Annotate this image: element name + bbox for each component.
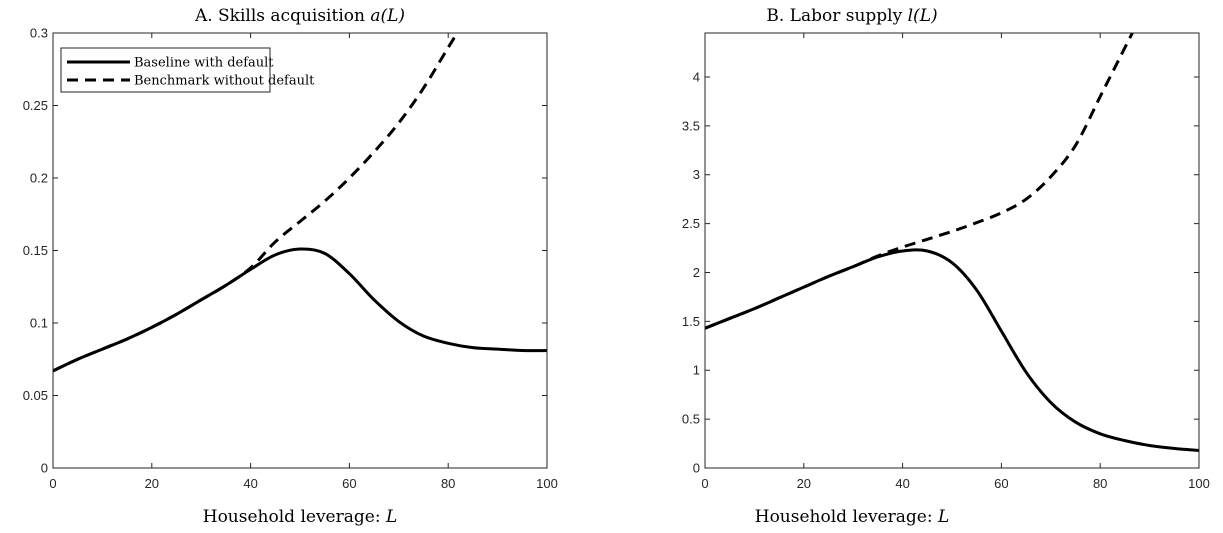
- panel-a-ytick-label: 0.25: [23, 98, 48, 113]
- panel-a-ytick-label: 0.1: [30, 316, 48, 331]
- panel-a-ytick-label: 0.15: [23, 243, 48, 258]
- panel-a-ytick-label: 0.3: [30, 26, 48, 41]
- panel-a-lines: [53, 33, 547, 373]
- panel-a-xtick-label: 20: [145, 476, 159, 491]
- panel-b-ytick-label: 2: [693, 265, 700, 280]
- panel-a-series-baseline-with-default: [53, 247, 547, 373]
- panel-a-xtick-label: 80: [441, 476, 455, 491]
- panel-b-xtick-label: 100: [1188, 476, 1210, 491]
- panel-b-xtick-label: 0: [701, 476, 708, 491]
- legend-box: [60, 47, 271, 93]
- panel-a-xtick-label: 0: [49, 476, 56, 491]
- panel-b-ytick-label: 1: [693, 363, 700, 378]
- panel-b-xtick-label: 20: [797, 476, 811, 491]
- panel-a-ytick-label: 0.2: [30, 171, 48, 186]
- panel-b: B. Labor supply l(L) Household leverage:…: [682, 6, 1210, 527]
- panel-b-ytick-label: 3.5: [682, 118, 700, 133]
- panel-a-title: A. Skills acquisition a(L): [194, 6, 405, 26]
- panel-a-ytick-label: 0: [41, 461, 48, 476]
- panel-b-ytick-label: 1.5: [682, 314, 700, 329]
- panel-a-xtick-label: 40: [243, 476, 257, 491]
- panel-b-axes-box: [704, 32, 1200, 469]
- legend-label-baseline: Baseline with default: [134, 56, 274, 71]
- panel-a-axes-box: [52, 32, 548, 469]
- panel-b-series-baseline-with-default: [705, 248, 1199, 452]
- panel-b-ytick-label: 4: [693, 69, 700, 84]
- panel-a-ticks: 0 20 40 60 80 100 0 0.05 0.1 0.15 0.2 0.25 0.3: [23, 26, 558, 492]
- panel-b-ytick-label: 2.5: [682, 216, 700, 231]
- panel-b-xlabel: Household leverage: L: [755, 507, 950, 527]
- panel-b-ytick-label: 0.5: [682, 412, 700, 427]
- panel-a-xtick-label: 60: [342, 476, 356, 491]
- legend: Baseline with default Benchmark without …: [60, 47, 315, 93]
- panel-b-ticks: 0 20 40 60 80 100 0 0.5 1 1.5 2 2.5 3 3.5 4: [682, 33, 1210, 491]
- panel-b-title: B. Labor supply l(L): [766, 6, 937, 26]
- panel-b-xtick-label: 60: [994, 476, 1008, 491]
- panel-b-xtick-label: 40: [895, 476, 909, 491]
- panel-b-lines: [705, 33, 1199, 452]
- panel-b-series-benchmark-without-default: [705, 33, 1134, 330]
- panel-a-ytick-label: 0.05: [23, 388, 48, 403]
- panel-a-xtick-label: 100: [536, 476, 558, 491]
- panel-b-xtick-label: 80: [1093, 476, 1107, 491]
- panel-b-ytick-label: 3: [693, 167, 700, 182]
- legend-label-benchmark: Benchmark without default: [134, 74, 315, 89]
- panel-a: A. Skills acquisition a(L) Household lev…: [23, 6, 558, 527]
- panel-b-ytick-label: 0: [693, 461, 700, 476]
- panel-a-xlabel: Household leverage: L: [203, 507, 398, 527]
